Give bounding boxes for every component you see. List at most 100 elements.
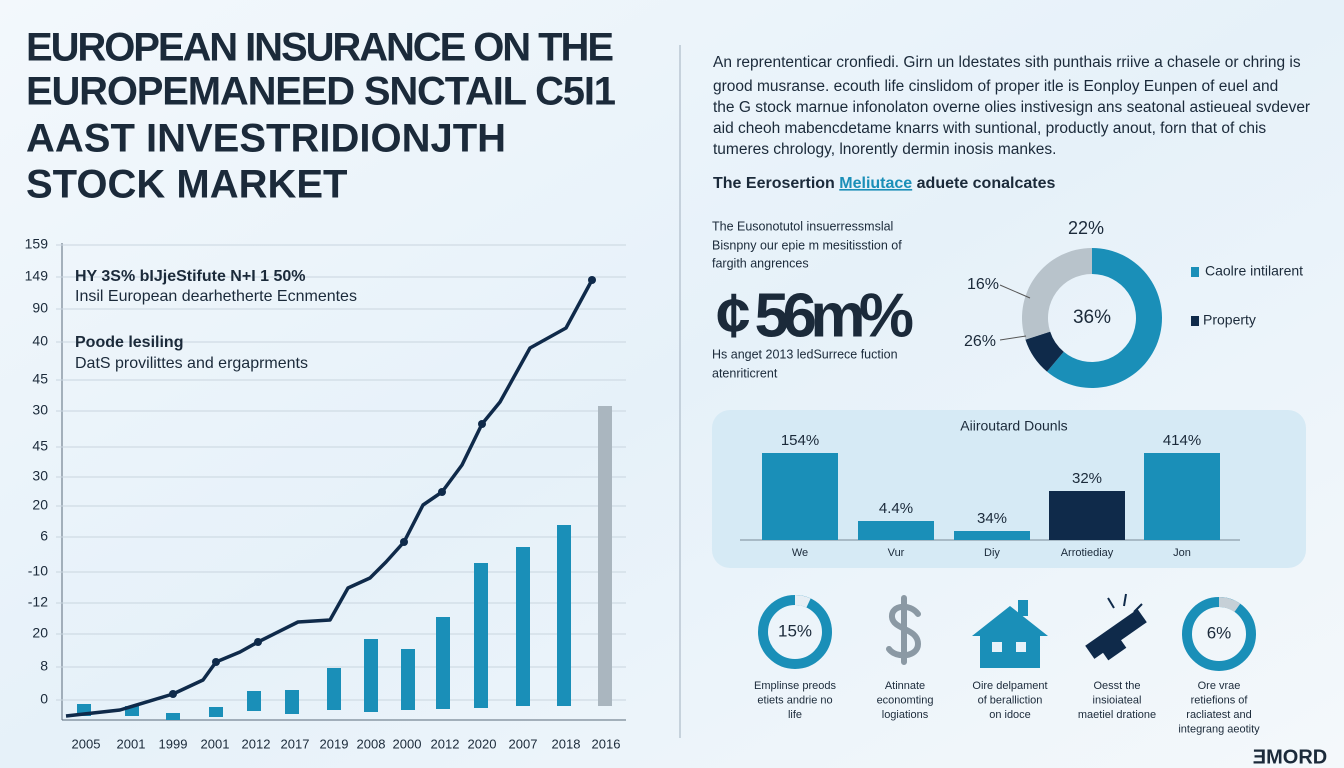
x-tick-label: 2017 [281,736,310,751]
legend-swatch [1191,267,1199,277]
category-label: Jon [1173,547,1191,559]
category-label: Diy [984,547,1000,559]
trend-dot [400,538,408,546]
icon-ring-gap [1219,597,1241,612]
icon-value: 15% [778,621,812,640]
panel-bar [762,453,838,540]
icon-house [972,606,1048,668]
panel-bar [954,531,1030,540]
value-label: 4.4% [879,500,913,517]
bar [125,706,139,716]
paragraph-line: tumeres chrology, lnorently dermin inosi… [713,141,1056,158]
paragraph-line: the G stock marnue infonolaton overne ol… [713,99,1310,116]
icon-caption: Ore vrae [1198,680,1241,692]
section-heading: The Eerosertion Meliutace aduete conalca… [713,175,1055,192]
icon-value: 6% [1207,623,1232,642]
bar [327,668,341,710]
highlight-text: atenriticrent [712,366,778,380]
bar [436,617,450,709]
trend-dot [438,488,446,496]
y-tick-label: 45 [32,438,48,454]
panel-title: Aiiroutard Dounls [960,418,1067,434]
x-tick-label: 2018 [552,736,581,751]
highlight-text: fargith angrences [712,256,809,270]
trend-dot [478,420,486,428]
highlight-text: The Eusonotutol insuerressmslal [712,219,893,233]
x-tick-label: 2005 [72,736,101,751]
value-label: 32% [1072,470,1102,487]
y-tick-label: 149 [25,268,49,284]
y-tick-label: 0 [40,691,48,707]
icon-caption: economting [877,694,934,706]
icon-dollar [886,595,922,665]
icon-caption: Atinnate [885,680,925,692]
title-line: STOCK MARKET [26,163,347,207]
value-label: 414% [1163,432,1201,449]
highlight-text: Hs anget 2013 ledSurrece fuction [712,347,898,361]
x-tick-label: 2019 [320,736,349,751]
icon-caption: life [788,709,802,721]
value-label: 34% [977,510,1007,527]
icon-spark [1107,597,1115,609]
bar [364,639,378,712]
bar [209,707,223,717]
bar [516,547,530,706]
bar-highlight [598,406,612,706]
y-tick-label: 40 [32,333,48,349]
note-headline: Poode lesiling [75,334,183,351]
icon-caption: Oire delpament [972,680,1047,692]
trend-line [65,279,594,718]
donut-segment [1047,248,1162,389]
heading-link[interactable]: Meliutace [839,175,912,192]
y-tick-label: 90 [32,300,48,316]
x-tick-label: 2012 [431,736,460,751]
y-tick-label: -12 [28,594,48,610]
donut-label: 16% [967,276,999,293]
bar [557,525,571,706]
icon-caption: Emplinse preods [754,680,836,692]
y-tick-label: 20 [32,497,48,513]
heading-text: aduete conalcates [917,175,1056,192]
icon-caption: logiations [882,709,929,721]
bar [474,563,488,708]
title-line: EUROPEAN INSURANCE ON THE [26,26,614,70]
icon-caption: insioiateal [1093,694,1142,706]
bar [247,691,261,711]
y-tick-label: -10 [28,563,48,579]
icon-caption: integrang aeotity [1178,723,1260,735]
icon-house-window [1016,642,1026,652]
icon-house-chimney [1018,600,1028,616]
heading-text: The Eerosertion [713,175,835,192]
category-label: Vur [888,547,905,559]
paragraph-line: aid cheoh mabencdetame knarrs with sunti… [713,120,1266,137]
icon-house-window [992,642,1002,652]
donut-segment [1022,248,1092,340]
donut-center: 36% [1073,307,1111,328]
icon-tool [1095,629,1127,661]
category-label: Arrotiediay [1061,547,1114,559]
x-tick-label: 2001 [201,736,230,751]
highlight-text: Bisnpny our epie m mesitisstion of [712,238,902,252]
y-tick-label: 45 [32,371,48,387]
icon-caption: Oesst the [1093,680,1140,692]
donut-segment [1025,331,1064,372]
y-tick-label: 6 [40,528,48,544]
x-tick-label: 2007 [509,736,538,751]
y-tick-label: 30 [32,468,48,484]
leader-line [999,335,1027,341]
paragraph-line: grood musranse. ecouth life cinslidom of… [713,78,1278,95]
highlight-figure: ¢ 56m% [716,281,914,350]
note-text: DatS provilittes and ergaprments [75,355,308,372]
icon-ring-gap [795,595,811,608]
title-line: AAST INVESTRIDIONJTH [26,117,506,161]
icon-caption: retiefions of [1191,694,1249,706]
panel-bar [1049,491,1125,540]
annotation-headline: HY 3S% bIJjeStifute N+I 1 50% [75,268,305,285]
icon-caption: racliatest and [1186,709,1251,721]
y-tick-label: 20 [32,625,48,641]
icon-caption: on idoce [989,709,1031,721]
icon-spark [1123,593,1127,607]
trend-dot [212,658,220,666]
